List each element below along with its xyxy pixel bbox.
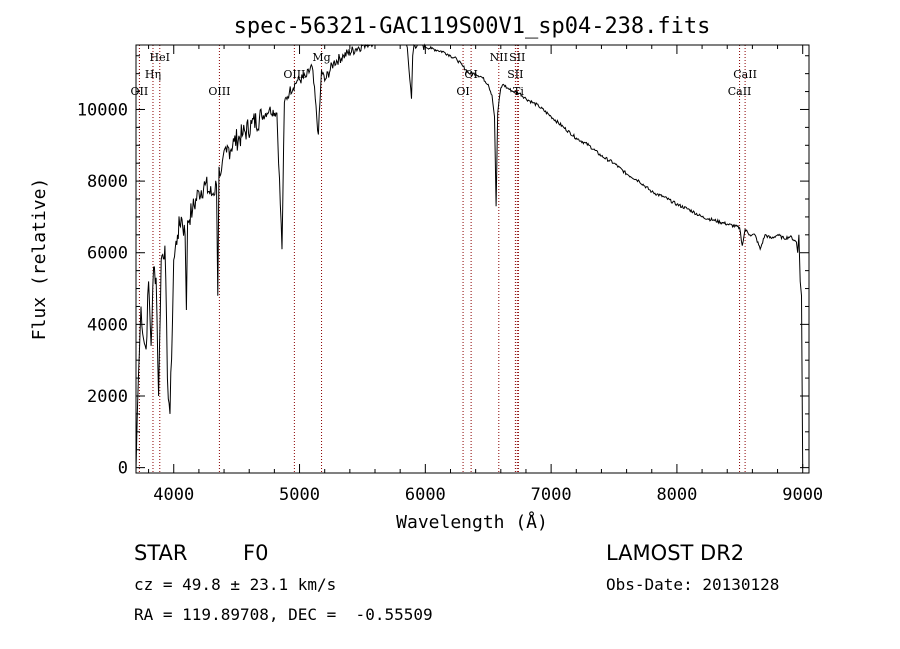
y-tick-label: 6000 — [87, 244, 128, 264]
spectrum-series-line — [135, 43, 804, 472]
y-tick-label: 0 — [118, 459, 128, 479]
line-label: OIII — [208, 85, 230, 98]
object-class: STAR — [134, 541, 187, 565]
line-label: Mg — [312, 51, 330, 64]
line-label: SII — [507, 68, 523, 81]
line-label: HeI — [150, 51, 170, 64]
x-tick-label: 8000 — [656, 485, 697, 505]
observation-date: Obs-Date: 20130128 — [606, 575, 779, 594]
chart-title: spec-56321-GAC119S00V1_sp04-238.fits — [234, 14, 711, 39]
line-label: SII — [509, 51, 525, 64]
y-tick-label: 2000 — [87, 387, 128, 407]
y-axis-ticks: 0 2000 4000 6000 8000 10000 — [77, 55, 809, 479]
line-label: OI — [456, 85, 469, 98]
x-tick-label: 5000 — [279, 485, 320, 505]
x-axis-ticks: 4000 5000 6000 7000 8000 9000 — [148, 45, 823, 505]
spectral-line-markers — [138, 45, 746, 473]
y-tick-label: 8000 — [87, 172, 128, 192]
line-label: Ti — [513, 85, 524, 98]
plot-frame — [135, 44, 810, 474]
x-tick-label: 7000 — [531, 485, 572, 505]
y-axis-label: Flux (relative) — [29, 178, 50, 341]
y-tick-label: 4000 — [87, 315, 128, 335]
line-label: NII — [490, 51, 508, 64]
spectral-subclass: F0 — [243, 541, 268, 565]
survey-name: LAMOST DR2 — [606, 541, 744, 565]
line-label: CaII — [728, 85, 752, 98]
x-tick-label: 6000 — [405, 485, 446, 505]
line-label: CaII — [733, 68, 757, 81]
coordinates: RA = 119.89708, DEC = -0.55509 — [134, 605, 433, 624]
x-tick-label: 9000 — [782, 485, 823, 505]
y-tick-label: 10000 — [77, 100, 128, 120]
line-label: Hη — [145, 68, 161, 81]
redshift-value: cz = 49.8 ± 23.1 km/s — [134, 575, 336, 594]
line-label: OIII — [283, 68, 305, 81]
x-axis-label: Wavelength (Å) — [396, 511, 548, 533]
x-tick-label: 4000 — [153, 485, 194, 505]
